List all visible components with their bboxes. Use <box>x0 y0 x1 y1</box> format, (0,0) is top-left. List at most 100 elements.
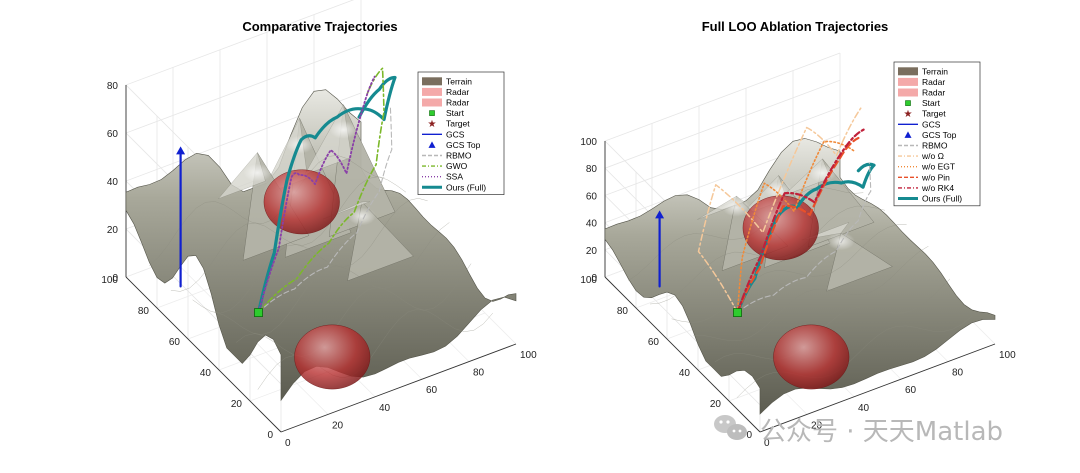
terrain-ridge <box>214 222 450 335</box>
legend-label: GWO <box>446 161 468 171</box>
legend-swatch <box>904 131 912 138</box>
legend-swatch <box>428 141 436 148</box>
chart-title: Full LOO Ablation Trajectories <box>702 19 889 34</box>
series-line-ours-full- <box>735 162 876 315</box>
terrain-ridge <box>235 263 472 357</box>
z-tick-label: 0 <box>591 273 597 284</box>
legend-swatch <box>898 67 918 76</box>
terrain-body <box>604 138 996 415</box>
z-tick-label: 60 <box>107 129 119 140</box>
watermark-text: 公众号 · 天天Matlab <box>760 417 1003 447</box>
start-marker <box>733 308 742 318</box>
legend-label: Radar <box>446 87 469 97</box>
terrain-ridge <box>736 316 972 399</box>
terrain-peak <box>322 201 370 220</box>
terrain-ridge <box>192 198 428 314</box>
chart-panel-comparative: 020406080100020406080100020406080Compara… <box>101 0 537 449</box>
legend-label: GCS <box>922 119 941 129</box>
x-tick-label: 0 <box>285 438 291 449</box>
z-tick-label: 20 <box>107 225 119 236</box>
y-tick-label: 100 <box>101 275 118 286</box>
x-tick-label: 100 <box>999 350 1016 361</box>
legend-label: w/o Pin <box>921 172 950 182</box>
legend-swatch <box>429 110 435 116</box>
terrain-ridge <box>693 246 929 342</box>
y-tick-label: 40 <box>679 368 691 379</box>
legend-swatch <box>422 87 442 96</box>
x-tick-label: 20 <box>811 420 823 431</box>
legend-label: Radar <box>922 77 945 87</box>
legend-label: Target <box>446 119 470 129</box>
terrain-highlight <box>826 232 855 251</box>
legend-label: Start <box>922 98 941 108</box>
legend-label: SSA <box>446 172 463 182</box>
y-tick-label: 40 <box>200 368 212 379</box>
terrain-highlight <box>243 163 272 182</box>
z-tick-label: 0 <box>112 273 118 284</box>
legend-label: Radar <box>922 88 945 98</box>
x-tick-label: 0 <box>764 438 770 449</box>
start-marker <box>254 308 263 318</box>
series-line-ssa <box>257 75 376 314</box>
legend-label: RBMO <box>446 151 472 161</box>
legend-swatch: ★ <box>904 109 913 120</box>
y-tick-label: 0 <box>746 430 752 441</box>
series-line-w-o-pin <box>736 136 860 314</box>
series-line-w-o- <box>697 106 863 314</box>
x-axis-line <box>280 343 517 433</box>
x-tick-label: 80 <box>473 368 485 379</box>
legend-swatch <box>905 100 911 106</box>
legend-label: Terrain <box>922 66 948 76</box>
legend-swatch <box>898 88 918 97</box>
terrain-ridge <box>170 176 407 292</box>
z-tick-label: 60 <box>586 191 598 202</box>
z-tick-label: 100 <box>580 137 597 148</box>
watermark: 公众号 · 天天Matlab <box>714 415 1003 447</box>
x-tick-label: 60 <box>426 385 438 396</box>
x-axis-line <box>759 343 996 433</box>
terrain-highlight <box>722 198 751 217</box>
y-tick-label: 60 <box>648 337 660 348</box>
y-tick-label: 0 <box>267 430 273 441</box>
chart-panel-ablation: 020406080100020406080100020406080100Full… <box>580 19 1016 449</box>
legend-swatch <box>422 77 442 86</box>
y-axis-line <box>125 276 282 433</box>
series-line-ours-full- <box>256 75 397 315</box>
y-tick-label: 20 <box>710 399 722 410</box>
legend-label: Ours (Full) <box>922 194 962 204</box>
radar-dome <box>263 169 340 235</box>
series-line-rbmo <box>257 105 393 314</box>
legend-label: Terrain <box>446 76 472 86</box>
x-tick-label: 40 <box>858 403 870 414</box>
terrain-ridge <box>671 224 907 323</box>
legend-label: w/o RK4 <box>921 183 954 193</box>
legend-label: GCS <box>446 129 465 139</box>
terrain-ridge <box>714 278 951 362</box>
legend-swatch <box>422 98 442 107</box>
legend-label: Radar <box>446 98 469 108</box>
terrain-surface <box>604 138 996 415</box>
series-line-gwo <box>257 67 385 314</box>
radar-dome <box>294 324 371 390</box>
z-tick-label: 40 <box>586 219 598 230</box>
terrain-ridge <box>149 155 385 266</box>
series-line-w-o-rk4 <box>736 127 868 314</box>
legend-label: GCS Top <box>922 130 957 140</box>
gcs-top-marker <box>176 146 186 155</box>
legend-label: RBMO <box>922 141 948 151</box>
z-tick-label: 40 <box>107 177 119 188</box>
z-tick-label: 20 <box>586 246 598 257</box>
radar-dome <box>742 195 819 261</box>
x-tick-label: 60 <box>905 385 917 396</box>
y-axis-line <box>604 276 761 433</box>
y-tick-label: 20 <box>231 399 243 410</box>
z-tick-label: 80 <box>586 164 598 175</box>
legend-label: Start <box>446 108 465 118</box>
x-tick-label: 100 <box>520 350 537 361</box>
legend-label: GCS Top <box>446 140 481 150</box>
x-tick-label: 20 <box>332 420 344 431</box>
x-tick-label: 80 <box>952 368 964 379</box>
terrain-highlight <box>329 120 358 139</box>
